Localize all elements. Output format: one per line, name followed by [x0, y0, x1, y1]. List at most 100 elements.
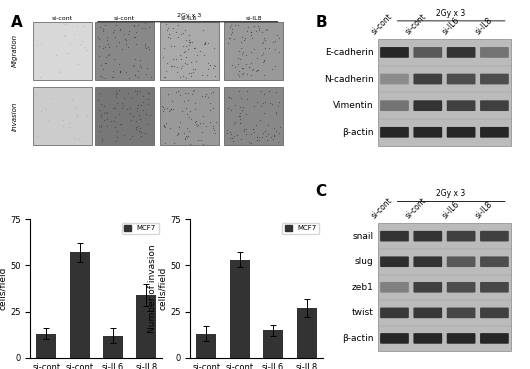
Point [111, 114, 119, 120]
Point [233, 132, 242, 138]
Point [260, 58, 268, 64]
Point [122, 69, 130, 75]
Point [185, 70, 193, 76]
Point [193, 122, 202, 128]
Point [247, 72, 255, 78]
Point [275, 99, 283, 105]
Point [243, 96, 252, 102]
Point [126, 136, 134, 142]
Point [135, 128, 143, 134]
Point [252, 28, 260, 34]
Point [102, 123, 111, 128]
Point [253, 55, 261, 61]
Point [264, 88, 273, 94]
Point [100, 110, 108, 115]
Point [160, 107, 169, 113]
Point [96, 73, 104, 79]
Point [169, 25, 178, 31]
Point [261, 133, 270, 139]
Point [244, 139, 253, 145]
Point [181, 60, 189, 66]
Text: 2Gy x 3: 2Gy x 3 [177, 13, 201, 18]
Point [142, 111, 151, 117]
Point [253, 67, 262, 73]
Point [102, 37, 111, 43]
Point [99, 66, 107, 72]
Bar [263, 330, 283, 358]
Point [231, 119, 239, 125]
Point [134, 124, 143, 130]
Point [42, 107, 51, 113]
Point [226, 129, 235, 135]
FancyBboxPatch shape [413, 282, 442, 293]
Point [61, 21, 69, 27]
Point [100, 60, 109, 66]
Point [184, 128, 193, 134]
Point [134, 69, 142, 75]
Point [249, 125, 257, 131]
Point [255, 117, 264, 123]
Point [260, 56, 268, 62]
Point [159, 108, 167, 114]
Bar [95, 22, 154, 80]
Point [187, 59, 195, 65]
Point [105, 44, 113, 50]
Point [210, 62, 218, 68]
FancyBboxPatch shape [447, 256, 475, 267]
Point [176, 65, 185, 71]
Point [246, 29, 255, 35]
Point [68, 97, 77, 103]
Point [146, 111, 155, 117]
Point [159, 104, 167, 110]
Point [182, 134, 191, 139]
Point [194, 137, 202, 143]
Point [62, 50, 70, 56]
Point [254, 23, 262, 29]
Text: si-cont: si-cont [114, 15, 135, 21]
Point [110, 56, 118, 62]
Point [184, 90, 192, 96]
Point [225, 94, 233, 100]
Point [134, 102, 143, 108]
Point [119, 95, 128, 101]
FancyBboxPatch shape [447, 127, 475, 138]
Point [201, 40, 209, 46]
FancyBboxPatch shape [413, 307, 442, 318]
Point [190, 45, 198, 51]
Point [259, 130, 268, 136]
Point [184, 46, 192, 52]
FancyBboxPatch shape [447, 100, 475, 111]
Point [98, 75, 107, 80]
Point [75, 136, 84, 142]
Point [110, 27, 119, 32]
Point [165, 125, 174, 131]
Point [125, 28, 134, 34]
Point [109, 74, 117, 80]
Point [175, 74, 184, 80]
Point [199, 141, 208, 146]
Point [160, 122, 168, 128]
Legend: MCF7: MCF7 [121, 223, 159, 234]
Text: si-cont: si-cont [403, 196, 428, 220]
Point [112, 94, 120, 100]
Point [191, 58, 200, 64]
Point [246, 32, 255, 38]
Point [225, 94, 233, 100]
Point [236, 104, 244, 110]
Point [174, 35, 182, 41]
Point [192, 52, 201, 58]
Point [102, 109, 110, 115]
FancyBboxPatch shape [380, 333, 409, 344]
Point [273, 103, 282, 108]
Point [181, 54, 190, 60]
Point [76, 41, 85, 47]
Point [36, 74, 44, 80]
Point [180, 98, 188, 104]
Point [200, 52, 208, 58]
Point [118, 46, 126, 52]
Point [72, 113, 81, 119]
Point [190, 119, 199, 125]
Point [275, 35, 283, 41]
Text: si-IL6: si-IL6 [440, 199, 461, 220]
Point [70, 135, 78, 141]
